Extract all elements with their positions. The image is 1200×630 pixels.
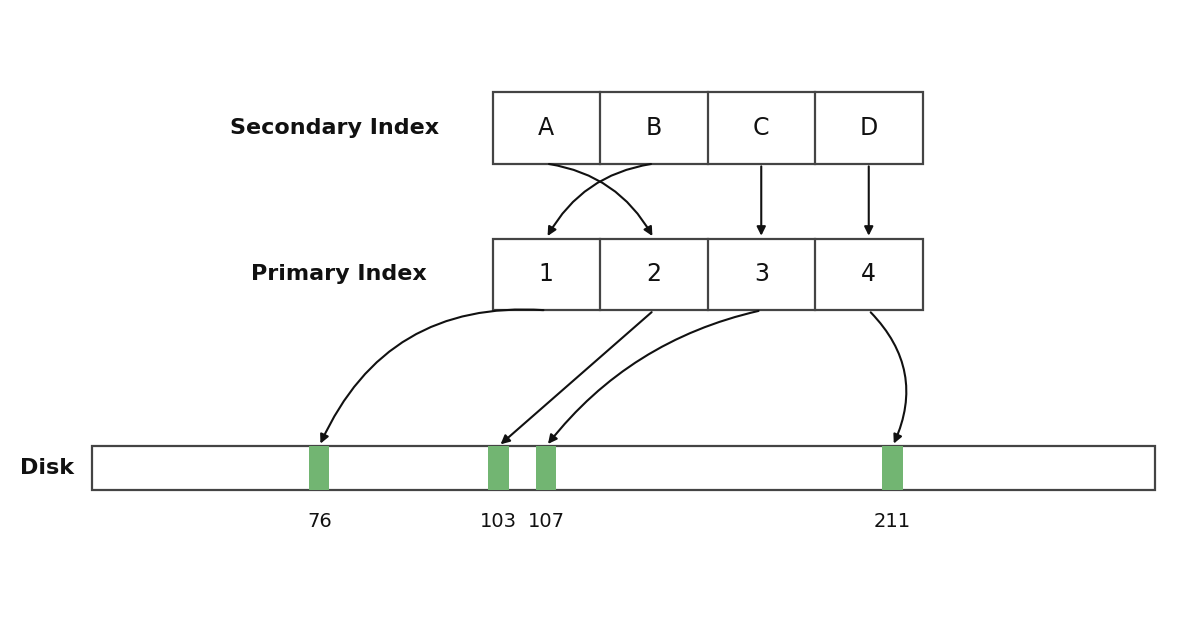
- Text: D: D: [859, 116, 878, 140]
- Text: 103: 103: [480, 512, 517, 530]
- Bar: [488, 446, 509, 490]
- Text: 211: 211: [874, 512, 911, 530]
- Text: 4: 4: [862, 263, 876, 287]
- Text: 3: 3: [754, 263, 769, 287]
- Bar: [92, 446, 1156, 490]
- Text: 107: 107: [528, 512, 565, 530]
- Bar: [492, 239, 923, 311]
- Bar: [492, 92, 923, 164]
- Text: B: B: [646, 116, 662, 140]
- Text: Primary Index: Primary Index: [251, 265, 427, 284]
- Text: 76: 76: [307, 512, 331, 530]
- Text: A: A: [538, 116, 554, 140]
- Bar: [310, 446, 330, 490]
- Text: 1: 1: [539, 263, 553, 287]
- Bar: [536, 446, 557, 490]
- Bar: [882, 446, 902, 490]
- Text: C: C: [754, 116, 769, 140]
- Text: Disk: Disk: [20, 458, 74, 478]
- Text: 2: 2: [647, 263, 661, 287]
- Text: Secondary Index: Secondary Index: [229, 118, 439, 138]
